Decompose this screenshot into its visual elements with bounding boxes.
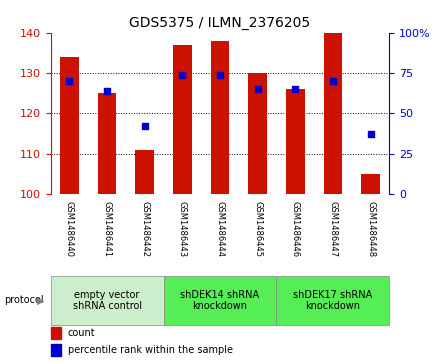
Point — [66, 78, 73, 84]
Bar — [173, 45, 192, 194]
Text: count: count — [68, 328, 95, 338]
Text: GSM1486440: GSM1486440 — [65, 201, 74, 257]
Bar — [248, 73, 267, 194]
Text: shDEK14 shRNA
knockdown: shDEK14 shRNA knockdown — [180, 290, 260, 311]
Text: empty vector
shRNA control: empty vector shRNA control — [73, 290, 142, 311]
Text: GSM1486447: GSM1486447 — [328, 201, 337, 257]
Point — [216, 72, 224, 78]
Point — [103, 88, 110, 94]
Bar — [211, 41, 229, 194]
Bar — [136, 150, 154, 194]
Text: ▶: ▶ — [37, 295, 45, 305]
Text: GSM1486444: GSM1486444 — [216, 201, 224, 257]
Title: GDS5375 / ILMN_2376205: GDS5375 / ILMN_2376205 — [129, 16, 311, 30]
Point — [179, 72, 186, 78]
Bar — [361, 174, 380, 194]
Point — [254, 86, 261, 92]
Text: protocol: protocol — [4, 295, 44, 305]
Text: shDEK17 shRNA
knockdown: shDEK17 shRNA knockdown — [293, 290, 373, 311]
Text: GSM1486445: GSM1486445 — [253, 201, 262, 257]
Text: percentile rank within the sample: percentile rank within the sample — [68, 345, 232, 355]
Bar — [164, 276, 276, 325]
Point — [330, 78, 337, 84]
Bar — [51, 276, 164, 325]
Point — [367, 131, 374, 137]
Text: GSM1486446: GSM1486446 — [291, 201, 300, 257]
Point — [141, 123, 148, 129]
Bar — [51, 344, 61, 356]
Bar — [286, 89, 305, 194]
Text: GSM1486443: GSM1486443 — [178, 201, 187, 257]
Text: GSM1486442: GSM1486442 — [140, 201, 149, 257]
Text: GSM1486448: GSM1486448 — [366, 201, 375, 257]
Text: GSM1486441: GSM1486441 — [103, 201, 112, 257]
Bar — [276, 276, 389, 325]
Bar — [60, 57, 79, 194]
Bar — [51, 327, 61, 339]
Bar — [98, 93, 117, 194]
Bar — [323, 33, 342, 194]
Point — [292, 86, 299, 92]
